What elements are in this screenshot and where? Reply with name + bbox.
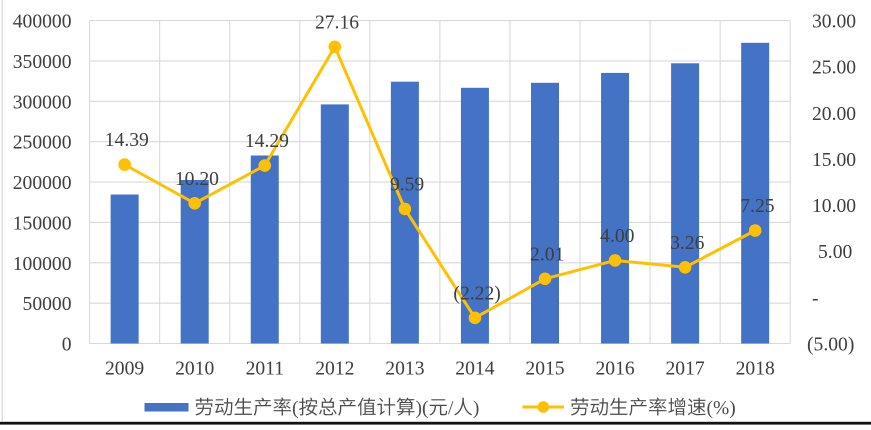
- svg-text:300000: 300000: [13, 92, 72, 113]
- svg-text:20.00: 20.00: [812, 104, 856, 125]
- svg-text:30.00: 30.00: [812, 12, 856, 33]
- svg-text:10.20: 10.20: [175, 169, 219, 190]
- svg-text:2010: 2010: [175, 359, 214, 380]
- svg-text:5.00: 5.00: [818, 242, 852, 263]
- svg-text:7.25: 7.25: [740, 196, 774, 217]
- svg-text:9.59: 9.59: [390, 174, 424, 195]
- svg-text:250000: 250000: [13, 133, 72, 154]
- svg-text:2013: 2013: [385, 359, 424, 380]
- svg-text:25.00: 25.00: [812, 58, 856, 79]
- svg-text:50000: 50000: [23, 294, 72, 315]
- svg-text:-: -: [812, 288, 819, 309]
- svg-text:0: 0: [62, 335, 72, 356]
- svg-text:2015: 2015: [525, 359, 564, 380]
- svg-text:2009: 2009: [105, 359, 144, 380]
- svg-text:2011: 2011: [246, 359, 284, 380]
- svg-text:4.00: 4.00: [600, 226, 634, 247]
- svg-text:15.00: 15.00: [812, 150, 856, 171]
- svg-text:(5.00): (5.00): [807, 335, 854, 356]
- svg-text:150000: 150000: [13, 213, 72, 234]
- svg-text:400000: 400000: [13, 12, 72, 33]
- svg-text:2016: 2016: [596, 359, 635, 380]
- svg-text:3.26: 3.26: [670, 233, 704, 254]
- svg-text:350000: 350000: [13, 52, 72, 73]
- svg-text:14.29: 14.29: [245, 131, 289, 152]
- svg-text:(2.22): (2.22): [453, 283, 500, 304]
- svg-text:2.01: 2.01: [530, 244, 564, 265]
- svg-text:27.16: 27.16: [315, 12, 359, 33]
- svg-text:100000: 100000: [13, 254, 72, 275]
- svg-text:2012: 2012: [315, 359, 354, 380]
- svg-text:2014: 2014: [455, 359, 494, 380]
- svg-text:2017: 2017: [666, 359, 705, 380]
- svg-text:200000: 200000: [13, 173, 72, 194]
- svg-text:14.39: 14.39: [105, 130, 149, 151]
- svg-text:2018: 2018: [736, 359, 775, 380]
- svg-text:10.00: 10.00: [812, 196, 856, 217]
